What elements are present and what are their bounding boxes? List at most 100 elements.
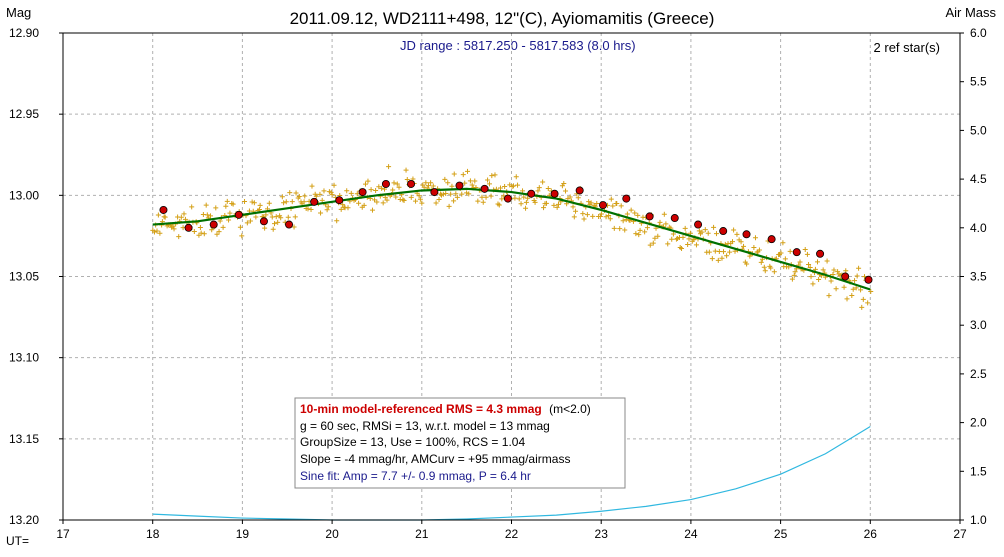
raw-point <box>816 276 822 282</box>
raw-point <box>780 240 786 246</box>
svg-text:10-min model-referenced RMS =: 10-min model-referenced RMS = 4.3 mmag (… <box>300 402 591 416</box>
binned-point <box>550 189 559 198</box>
raw-point <box>486 181 492 187</box>
binned-point <box>430 188 439 197</box>
y-right-tick-label: 6.0 <box>970 26 987 40</box>
raw-point <box>488 193 494 199</box>
x-tick-label: 24 <box>684 527 698 541</box>
y-left-tick-label: 13.00 <box>9 188 39 202</box>
raw-point <box>448 191 454 197</box>
raw-point <box>270 226 276 232</box>
raw-point <box>328 189 334 195</box>
raw-point <box>154 228 160 234</box>
raw-point <box>372 197 378 203</box>
raw-point <box>151 229 157 235</box>
x-tick-label: 20 <box>325 527 339 541</box>
raw-point <box>289 199 295 205</box>
raw-point <box>573 208 579 214</box>
binned-point <box>358 188 367 197</box>
raw-point <box>580 211 586 217</box>
raw-point <box>329 192 335 198</box>
raw-point <box>216 229 222 235</box>
binned-point <box>234 210 243 219</box>
chart-title: 2011.09.12, WD2111+498, 12"(C), Ayiomami… <box>290 9 715 28</box>
raw-point <box>850 286 856 292</box>
raw-point <box>198 230 204 236</box>
raw-point <box>747 253 753 259</box>
raw-point <box>436 196 442 202</box>
raw-point <box>408 194 414 200</box>
raw-point <box>480 199 486 205</box>
raw-point <box>191 228 197 234</box>
raw-point <box>771 269 777 275</box>
raw-point <box>516 196 522 202</box>
raw-point <box>789 276 795 282</box>
raw-point <box>345 205 351 211</box>
raw-point <box>348 190 354 196</box>
binned-point <box>598 201 607 210</box>
jd-range-label: JD range : 5817.250 - 5817.583 (8.0 hrs) <box>400 38 636 53</box>
raw-point <box>301 199 307 205</box>
raw-point <box>393 194 399 200</box>
raw-point <box>157 230 163 236</box>
raw-point <box>354 191 360 197</box>
x-tick-label: 19 <box>236 527 250 541</box>
raw-point <box>203 202 209 208</box>
raw-point <box>361 202 367 208</box>
raw-point <box>670 231 676 237</box>
binned-point <box>792 248 801 257</box>
raw-point <box>176 234 182 240</box>
binned-point <box>575 186 584 195</box>
raw-point <box>858 287 864 293</box>
raw-point <box>293 190 299 196</box>
raw-point <box>204 212 210 218</box>
raw-point <box>804 251 810 257</box>
raw-point <box>266 200 272 206</box>
raw-point <box>308 207 314 213</box>
raw-point <box>454 194 460 200</box>
raw-point <box>650 240 656 246</box>
raw-point <box>709 256 715 262</box>
raw-point <box>610 203 616 209</box>
raw-point <box>758 259 764 265</box>
raw-point <box>607 216 613 222</box>
raw-point <box>865 300 871 306</box>
raw-point <box>611 225 617 231</box>
raw-point <box>321 188 327 194</box>
raw-point <box>525 195 531 201</box>
x-tick-label: 27 <box>953 527 967 541</box>
raw-point <box>340 202 346 208</box>
raw-point <box>523 205 529 211</box>
raw-point <box>475 198 481 204</box>
binned-point <box>335 196 344 205</box>
airmass-series <box>152 425 871 521</box>
raw-point <box>423 180 429 186</box>
raw-point <box>868 288 874 294</box>
binned-point <box>767 235 776 244</box>
raw-point <box>256 207 262 213</box>
raw-point <box>778 250 784 256</box>
raw-point <box>561 181 567 187</box>
raw-point <box>317 191 323 197</box>
raw-point <box>682 225 688 231</box>
raw-point <box>403 167 409 173</box>
raw-point <box>281 200 287 206</box>
raw-point <box>460 172 466 178</box>
raw-point <box>502 183 508 189</box>
y-axis-left-label: Mag <box>6 5 31 20</box>
raw-point <box>721 249 727 255</box>
airmass-line <box>152 425 871 521</box>
raw-point <box>588 200 594 206</box>
raw-point <box>797 259 803 265</box>
raw-point <box>820 267 826 273</box>
raw-point <box>620 218 626 224</box>
raw-point <box>652 235 658 241</box>
raw-point <box>628 207 634 213</box>
raw-point <box>541 205 547 211</box>
raw-point <box>368 187 374 193</box>
y-left-tick-label: 12.95 <box>9 107 39 121</box>
y-left-tick-label: 13.05 <box>9 270 39 284</box>
raw-point <box>278 215 284 221</box>
raw-point <box>394 181 400 187</box>
raw-point <box>826 293 832 299</box>
